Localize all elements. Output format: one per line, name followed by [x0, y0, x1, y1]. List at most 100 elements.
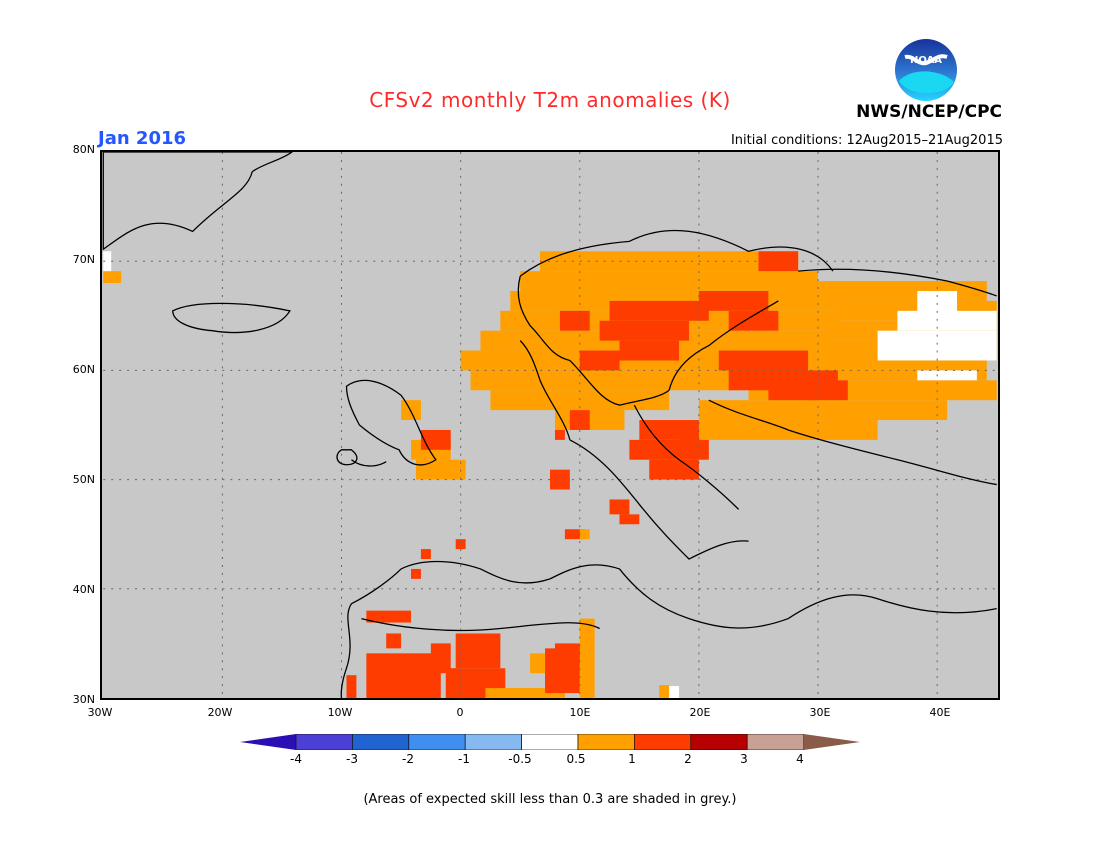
anomaly-cell-66: [669, 686, 680, 698]
anomaly-cell-29: [768, 380, 819, 401]
lat-tick-label: 30N: [72, 693, 95, 706]
anomaly-cell-19: [559, 310, 590, 331]
anomaly-cell-43: [420, 429, 451, 450]
legend-tick-label: -1: [458, 752, 470, 766]
anomaly-cell-63: [579, 618, 595, 698]
europe-map-svg: [102, 152, 997, 698]
anomaly-cell-42: [415, 459, 466, 480]
anomaly-cell-53: [366, 610, 412, 623]
anomaly-cell-46: [609, 499, 630, 515]
lon-tick-label: 30W: [87, 706, 113, 719]
page-title: CFSv2 monthly T2m anomalies (K): [369, 88, 731, 112]
skill-footnote: (Areas of expected skill less than 0.3 a…: [363, 792, 737, 807]
anomaly-cell-1: [103, 251, 112, 272]
coastline-12: [668, 300, 779, 391]
coastline-0: [102, 152, 293, 251]
coastline-8: [787, 594, 997, 620]
coastline-2: [345, 379, 437, 466]
legend-color-swatch: [746, 734, 804, 750]
legend-tick-label: -2: [402, 752, 414, 766]
anomaly-cell-64: [554, 643, 580, 664]
legend-color-swatch: [634, 734, 692, 750]
legend-color-swatch: [295, 734, 353, 750]
coastline-1: [172, 302, 291, 334]
legend-left-arrow: [240, 734, 296, 750]
lon-tick-label: 40E: [929, 706, 951, 719]
lat-tick-label: 50N: [72, 473, 95, 486]
coastline-18: [361, 617, 600, 632]
coastline-7: [549, 564, 789, 629]
legend-tick-label: 3: [740, 752, 748, 766]
anomaly-cell-39: [917, 370, 977, 381]
temperature-anomaly-map: [100, 150, 1000, 700]
lon-tick-label: 20W: [207, 706, 233, 719]
anomaly-cell-11: [818, 281, 987, 301]
anomaly-cell-25: [728, 310, 779, 331]
legend-color-swatch: [521, 734, 579, 750]
agency-label: NWS/NCEP/CPC: [856, 102, 1002, 122]
legend-tick-label: 2: [684, 752, 692, 766]
legend-color-swatch: [577, 734, 635, 750]
initial-conditions-label: Initial conditions: 12Aug2015–21Aug2015: [730, 133, 1003, 148]
coastline-13: [708, 399, 997, 486]
lon-tick-label: 0: [456, 706, 464, 719]
coastline-15: [519, 340, 571, 441]
coastline-11: [569, 360, 670, 406]
coastline-9: [519, 229, 834, 277]
anomaly-cell-44: [554, 429, 565, 440]
anomaly-cell-34: [679, 429, 699, 450]
anomaly-cell-35: [569, 410, 590, 430]
anomaly-cell-24: [698, 290, 769, 311]
coastline-16: [569, 439, 749, 560]
coastline-14: [633, 404, 740, 510]
anomaly-cell-0: [103, 271, 122, 284]
lon-tick-label: 10E: [569, 706, 591, 719]
legend-tick-label: -3: [346, 752, 358, 766]
anomaly-cell-60: [485, 688, 565, 698]
anomaly-cell-40: [401, 400, 421, 421]
lat-tick-label: 80N: [72, 143, 95, 156]
lat-tick-label: 60N: [72, 363, 95, 376]
coastline-6: [400, 560, 551, 584]
anomaly-cell-52: [411, 568, 421, 579]
anomaly-cell-17: [698, 400, 948, 421]
lat-tick-label: 70N: [72, 253, 95, 266]
legend-tick-label: -4: [290, 752, 302, 766]
anomaly-cell-23: [579, 350, 620, 371]
lon-tick-label: 20E: [689, 706, 711, 719]
anomaly-cell-65: [659, 685, 670, 698]
anomaly-cell-30: [808, 380, 848, 401]
anomaly-cell-58: [455, 633, 501, 669]
anomaly-cell-2: [540, 251, 799, 272]
lon-tick-label: 30E: [809, 706, 831, 719]
coastline-3: [336, 449, 358, 466]
anomaly-cell-49: [579, 529, 590, 540]
anomaly-cell-56: [366, 653, 441, 698]
legend-color-swatch: [408, 734, 466, 750]
coastline-17: [798, 268, 997, 297]
anomaly-cell-33: [649, 459, 699, 480]
anomaly-cell-55: [346, 675, 357, 698]
anomaly-cell-54: [386, 633, 402, 649]
legend-color-swatch: [690, 734, 748, 750]
legend-tick-label: 1: [628, 752, 636, 766]
svg-text:NOAA: NOAA: [910, 55, 942, 66]
legend-tick-label: 0.5: [566, 752, 586, 766]
legend-color-swatch: [464, 734, 522, 750]
anomaly-cell-20: [609, 300, 709, 321]
coastline-4: [351, 459, 387, 467]
legend-color-swatch: [352, 734, 410, 750]
coastline-5: [340, 568, 402, 698]
legend-tick-label: -0.5: [508, 752, 532, 766]
color-legend-bar: [240, 734, 860, 750]
anomaly-cell-21: [599, 320, 689, 341]
anomaly-cell-47: [619, 514, 640, 525]
anomaly-cell-48: [564, 529, 585, 540]
anomaly-cell-45: [550, 469, 570, 490]
legend-right-arrow: [803, 734, 860, 750]
legend-tick-label: 4: [796, 752, 804, 766]
anomaly-cell-27: [718, 350, 809, 371]
anomaly-cell-57: [430, 643, 451, 674]
coastline-10: [517, 275, 571, 362]
